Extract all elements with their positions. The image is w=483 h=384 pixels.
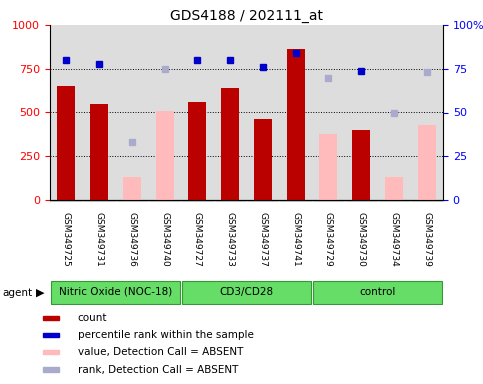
Bar	[352, 130, 370, 200]
Text: GSM349725: GSM349725	[62, 212, 71, 267]
Bar	[51, 281, 180, 304]
Text: control: control	[359, 287, 396, 297]
Bar	[156, 111, 173, 200]
Text: count: count	[78, 313, 107, 323]
Bar	[286, 50, 305, 200]
Bar	[123, 177, 141, 200]
Text: ▶: ▶	[36, 288, 44, 298]
Text: GSM349727: GSM349727	[193, 212, 202, 267]
Text: percentile rank within the sample: percentile rank within the sample	[78, 330, 254, 340]
Text: CD3/CD28: CD3/CD28	[219, 287, 273, 297]
Bar	[418, 125, 436, 200]
Text: GSM349739: GSM349739	[422, 212, 431, 267]
Bar	[313, 281, 442, 304]
Text: GSM349734: GSM349734	[389, 212, 398, 267]
Text: GSM349736: GSM349736	[128, 212, 136, 267]
Text: GSM349737: GSM349737	[258, 212, 268, 267]
Text: GSM349733: GSM349733	[226, 212, 235, 267]
Bar	[90, 104, 108, 200]
Bar	[43, 316, 58, 320]
Bar	[182, 281, 312, 304]
Bar	[188, 102, 206, 200]
Bar	[319, 134, 338, 200]
Text: rank, Detection Call = ABSENT: rank, Detection Call = ABSENT	[78, 364, 238, 375]
Bar	[57, 86, 75, 200]
Text: value, Detection Call = ABSENT: value, Detection Call = ABSENT	[78, 347, 243, 358]
Text: agent: agent	[2, 288, 32, 298]
Bar	[254, 119, 272, 200]
Text: GSM349740: GSM349740	[160, 212, 169, 267]
Text: GSM349729: GSM349729	[324, 212, 333, 267]
Bar	[43, 333, 58, 337]
Bar	[43, 367, 58, 372]
Text: Nitric Oxide (NOC-18): Nitric Oxide (NOC-18)	[59, 287, 172, 297]
Title: GDS4188 / 202111_at: GDS4188 / 202111_at	[170, 8, 323, 23]
Text: GSM349730: GSM349730	[356, 212, 366, 267]
Bar	[385, 177, 403, 200]
Text: GSM349741: GSM349741	[291, 212, 300, 267]
Text: GSM349731: GSM349731	[95, 212, 104, 267]
Bar	[43, 350, 58, 354]
Bar	[221, 88, 239, 200]
